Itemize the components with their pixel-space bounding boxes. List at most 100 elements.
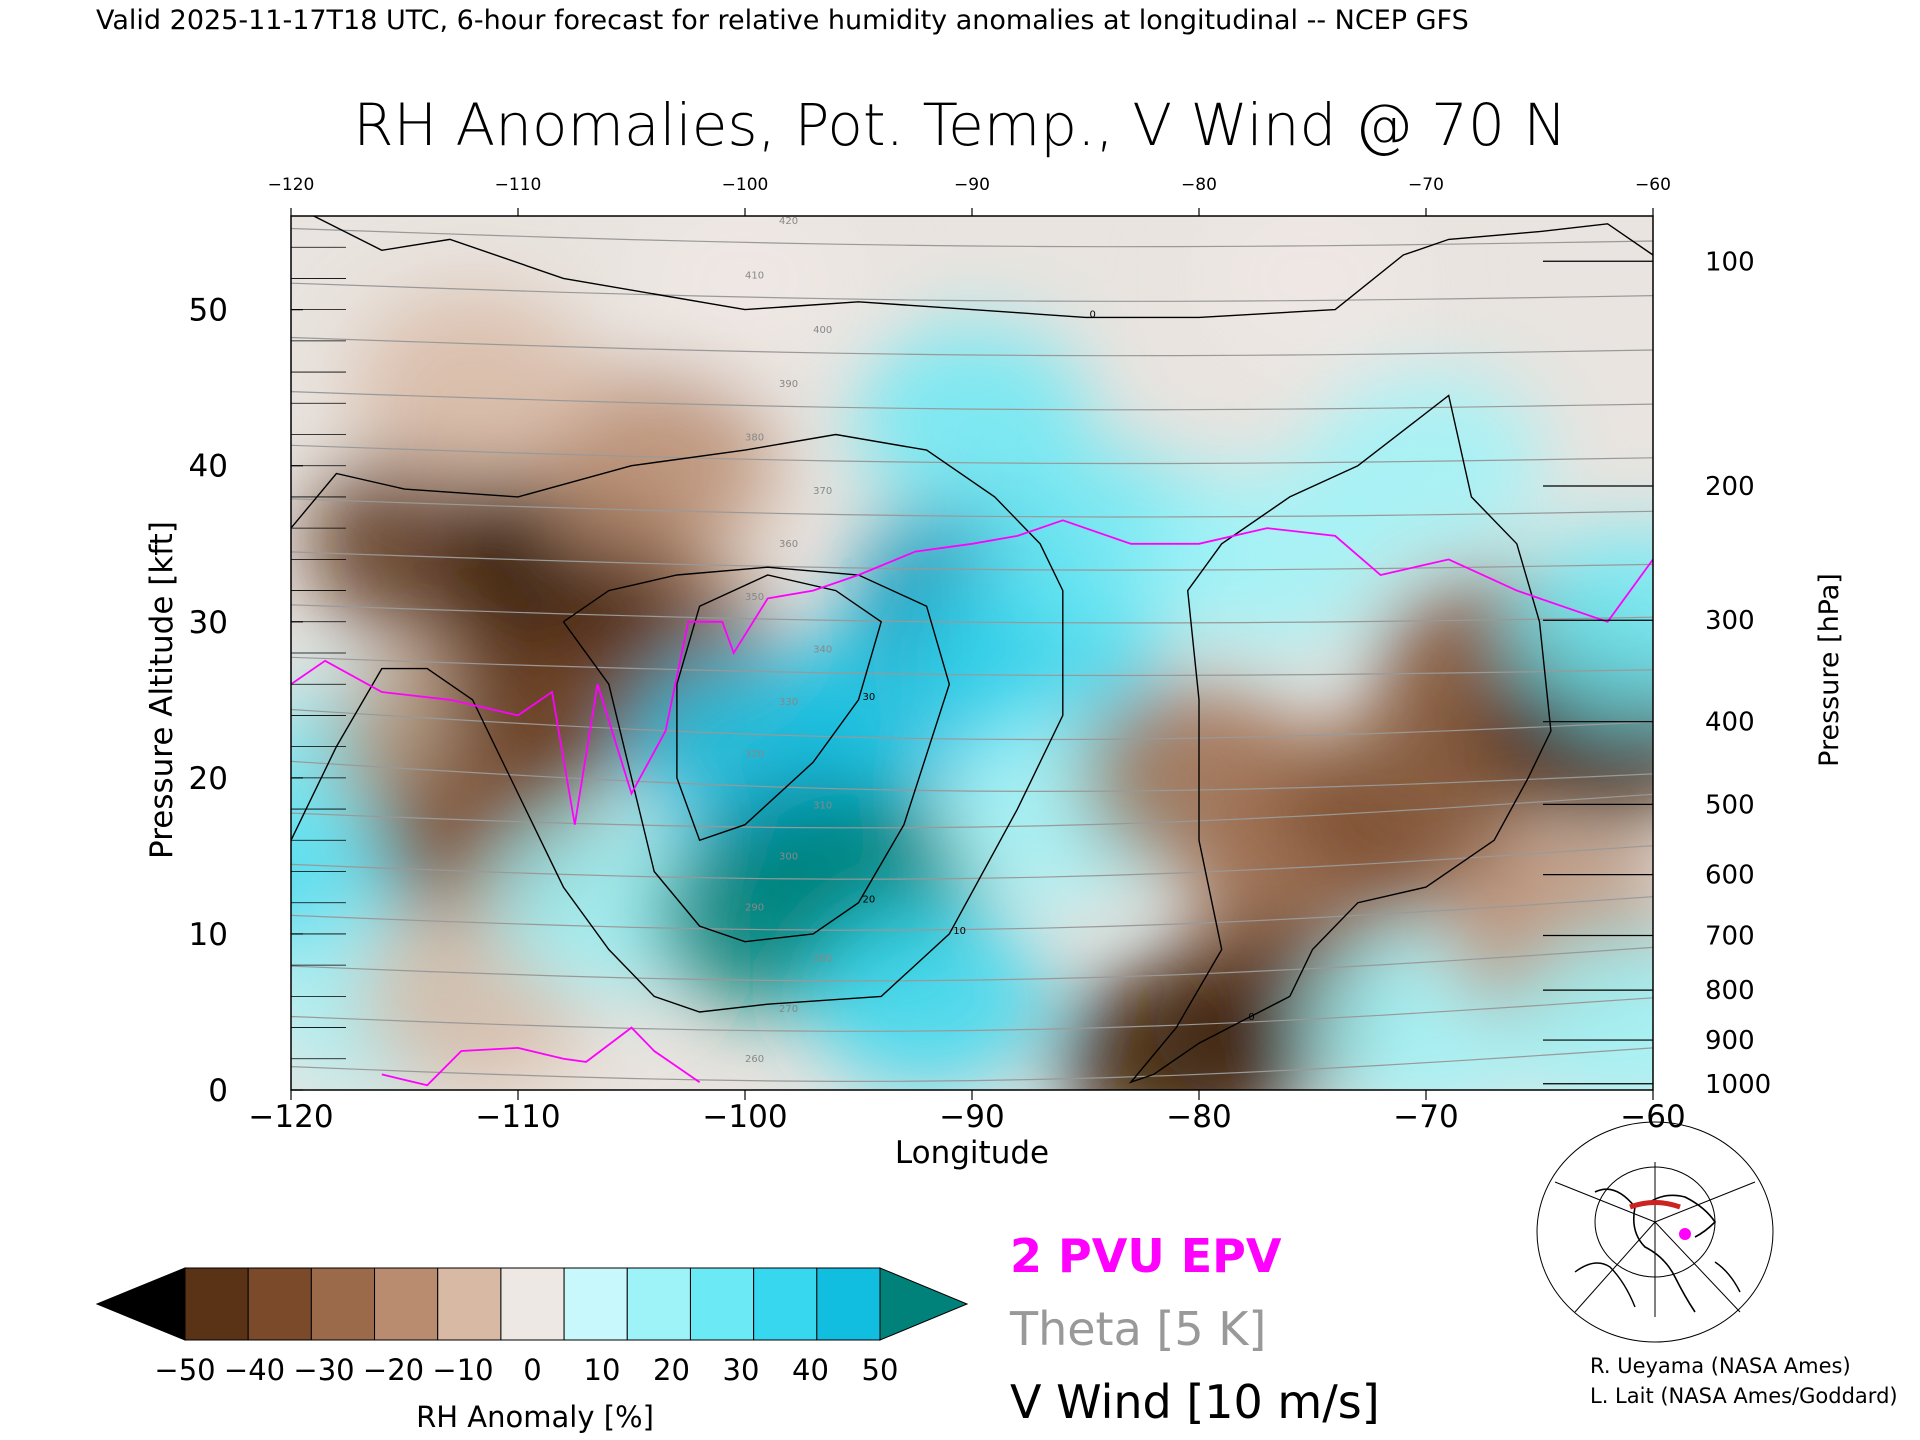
pressure-tick-label: 1000: [1705, 1070, 1771, 1100]
x-axis-top: −120 −110 −100 −90 −80 −70 −60: [268, 175, 1671, 216]
pressure-tick-marks: [1543, 260, 1653, 1085]
theta-line: [291, 760, 1653, 793]
x-axis-bottom: −120 −110 −100 −90 −80 −70 −60: [248, 1090, 1686, 1135]
theta-line: [291, 946, 1653, 982]
theta-contours: 2602702802903003103203303403503603703803…: [291, 216, 1653, 1083]
v-wind-contour: [313, 216, 1653, 319]
colorbar-label: RH Anomaly [%]: [416, 1400, 654, 1434]
credit-line-1: R. Ueyama (NASA Ames): [1590, 1354, 1851, 1378]
theta-line: [291, 444, 1653, 465]
v-wind-label: 20: [863, 895, 876, 906]
colorbar-swatch: [437, 1267, 502, 1341]
location-map-inset: [1536, 1121, 1774, 1343]
theta-label: 260: [745, 1054, 764, 1065]
legend-theta: Theta [5 K]: [1009, 1302, 1266, 1356]
colorbar-swatch: [563, 1267, 628, 1341]
theta-line: [291, 845, 1653, 880]
theta-line: [291, 551, 1653, 571]
colorbar-tick-label: −30: [293, 1353, 354, 1387]
y-tick-label: 50: [189, 293, 228, 329]
theta-label: 350: [745, 592, 764, 603]
theta-line: [291, 498, 1653, 518]
v-wind-label: 0: [1090, 309, 1096, 320]
theta-label: 270: [779, 1004, 798, 1015]
x-axis-label: Longitude: [895, 1135, 1049, 1171]
theta-label: 320: [745, 749, 764, 760]
theta-line: [291, 1047, 1653, 1083]
theta-line: [291, 336, 1653, 357]
theta-line: [291, 793, 1653, 829]
pressure-tick-label: 400: [1705, 708, 1755, 738]
pv-2pvu-contours: [291, 519, 1653, 1087]
colorbar-tick-label: 0: [523, 1353, 541, 1387]
x-top-tick-label: −70: [1408, 175, 1444, 195]
theta-label: 310: [813, 800, 832, 811]
rh-anomaly-field: [291, 216, 1653, 1090]
theta-label: 340: [813, 645, 832, 656]
x-top-tick-label: −90: [954, 175, 990, 195]
colorbar-right-arrow: [879, 1267, 969, 1341]
v-wind-contour: [1128, 394, 1552, 1084]
theta-label: 300: [779, 852, 798, 863]
colorbar-swatch: [500, 1267, 565, 1341]
chart-title: RH Anomalies, Pot. Temp., V Wind @ 70 N: [353, 91, 1567, 159]
legend-wind: V Wind [10 m/s]: [1010, 1375, 1380, 1429]
theta-line: [291, 282, 1653, 302]
colorbar-tick-label: 50: [862, 1353, 899, 1387]
x-tick-label: −90: [939, 1099, 1004, 1135]
colorbar-tick-label: 20: [653, 1353, 690, 1387]
y-tick-label: 20: [189, 761, 228, 797]
y-axis-right: 100 200 300 400 500 600 700 800 900 1000: [1705, 247, 1771, 1099]
rh-blob: [534, 370, 775, 561]
x-top-tick-label: −120: [268, 175, 315, 195]
theta-line: [291, 391, 1653, 411]
theta-line: [291, 708, 1653, 741]
colorbar-swatch: [626, 1267, 691, 1341]
v-wind-contour: [562, 566, 951, 943]
y-tick-label: 10: [189, 917, 228, 953]
colorbar-tick-label: 40: [792, 1353, 829, 1387]
plot-area: 2602702802903003103203303403503603703803…: [290, 215, 1654, 1091]
colorbar-tick-label: −40: [224, 1353, 285, 1387]
x-top-tick-label: −60: [1635, 175, 1671, 195]
theta-line: [291, 604, 1653, 624]
theta-label: 420: [779, 216, 798, 227]
rh-blob: [1306, 370, 1546, 561]
x-top-tick-label: −100: [722, 175, 769, 195]
theta-label: 290: [745, 903, 764, 914]
x-tick-label: −60: [1620, 1099, 1685, 1135]
rh-blob: [806, 901, 1047, 1090]
theta-label: 370: [813, 486, 832, 497]
theta-label: 400: [813, 325, 832, 336]
rh-blob: [852, 323, 1092, 514]
y-axis-label: Pressure Altitude [kft]: [144, 521, 180, 859]
colorbar: −50 −40 −30 −20 −10 0 10 20 30 40 50: [95, 1267, 969, 1387]
x-tick-label: −80: [1166, 1099, 1231, 1135]
theta-label: 280: [813, 953, 832, 964]
pressure-tick-label: 700: [1705, 921, 1755, 951]
pressure-tick-label: 500: [1705, 790, 1755, 820]
x-tick-label: −120: [248, 1099, 333, 1135]
v-wind-contour: [676, 574, 883, 842]
y-axis-left: 0 10 20 30 40 50: [189, 215, 346, 1109]
pv-line: [291, 519, 1653, 825]
theta-label: 380: [745, 433, 764, 444]
colorbar-swatch: [310, 1267, 376, 1341]
pressure-tick-label: 100: [1705, 247, 1755, 277]
y-tick-label: 30: [189, 605, 228, 641]
theta-line: [291, 896, 1653, 931]
x-tick-label: −100: [702, 1099, 787, 1135]
rh-blob: [352, 292, 593, 483]
rh-blob: [1283, 714, 1524, 905]
x-tick-label: −110: [475, 1099, 560, 1135]
legend-pv: 2 PVU EPV: [1010, 1229, 1282, 1283]
pressure-tick-label: 200: [1705, 472, 1755, 502]
colorbar-swatch: [689, 1267, 755, 1341]
pressure-tick-label: 300: [1705, 606, 1755, 636]
colorbar-swatch: [753, 1267, 818, 1341]
colorbar-left-arrow: [95, 1267, 186, 1341]
colorbar-tick-label: −50: [154, 1353, 215, 1387]
credit-line-2: L. Lait (NASA Ames/Goddard): [1590, 1384, 1898, 1408]
pressure-tick-label: 800: [1705, 976, 1755, 1006]
